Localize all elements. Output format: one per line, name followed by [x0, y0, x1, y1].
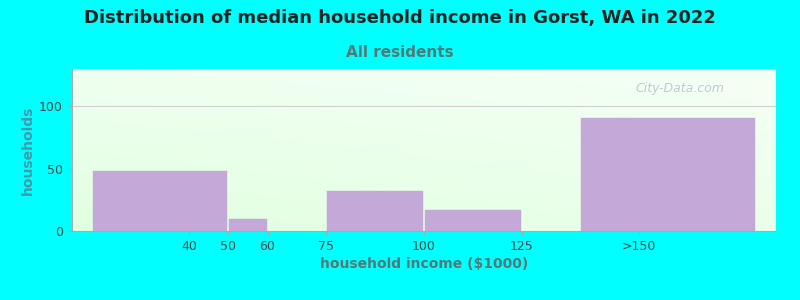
X-axis label: household income ($1000): household income ($1000)	[320, 257, 528, 271]
Bar	[230, 218, 266, 231]
Y-axis label: households: households	[21, 105, 35, 195]
Text: City-Data.com: City-Data.com	[635, 82, 724, 95]
Text: All residents: All residents	[346, 45, 454, 60]
Bar	[93, 171, 227, 231]
Bar	[582, 118, 755, 231]
Bar	[327, 191, 423, 231]
Text: Distribution of median household income in Gorst, WA in 2022: Distribution of median household income …	[84, 9, 716, 27]
Bar	[425, 210, 521, 231]
